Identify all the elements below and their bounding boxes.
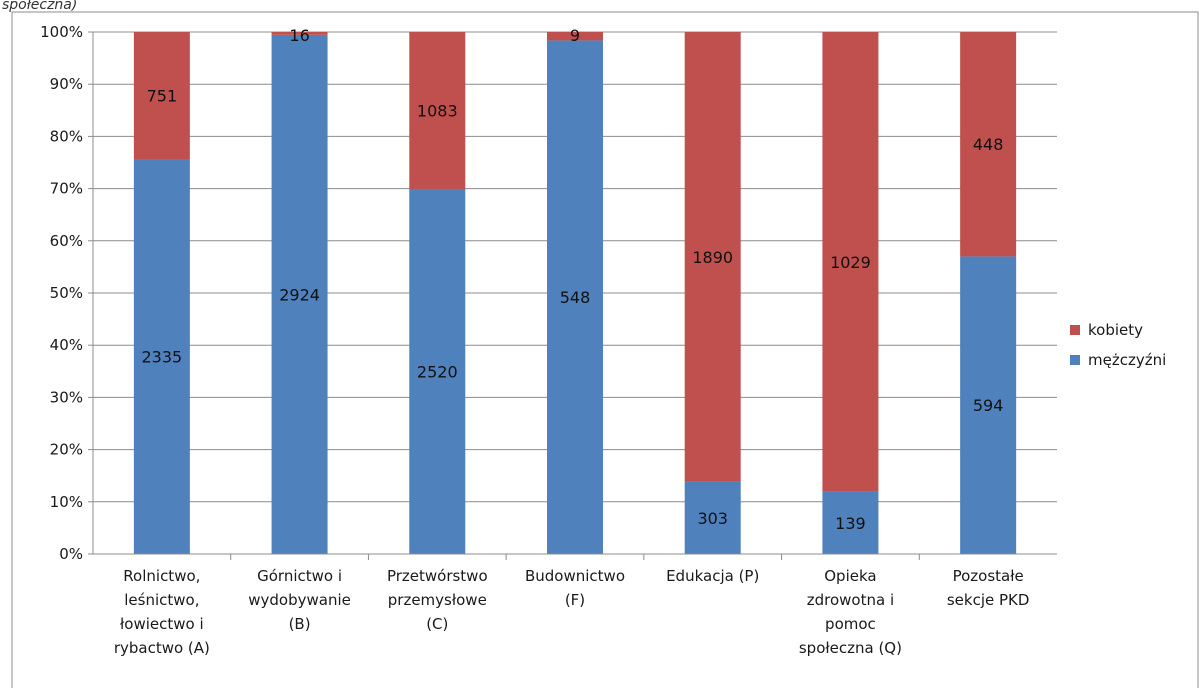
category-label: Górnictwo i wydobywanie (B)	[248, 567, 351, 633]
data-label-mezczyzni: 2335	[141, 348, 182, 367]
legend: kobiety mężczyźni	[1070, 321, 1166, 369]
data-label-mezczyzni: 139	[835, 514, 866, 533]
bar-kobiety	[960, 32, 1017, 257]
data-labels: 2335 751 2924 16 2520 1083 548 9 303 1890 139 1029 5…	[141, 26, 1003, 533]
bar-mezczyzni	[271, 34, 328, 554]
data-label-mezczyzni: 303	[697, 509, 728, 528]
data-label-kobiety: 16	[289, 26, 309, 45]
data-label-kobiety: 1083	[417, 101, 458, 120]
bar-kobiety	[133, 32, 190, 160]
data-label-mezczyzni: 2924	[279, 285, 320, 304]
bar-kobiety	[547, 32, 603, 41]
category-label: Budownictwo (F)	[525, 567, 625, 609]
data-label-kobiety: 1890	[692, 248, 733, 267]
legend-swatch	[1070, 355, 1080, 365]
category-label: Opieka zdrowotna i pomoc społeczna (Q)	[799, 567, 902, 657]
bar-mezczyzni	[133, 159, 190, 554]
bar-mezczyzni	[547, 40, 603, 555]
y-tick-label: 0%	[59, 545, 83, 563]
bar-kobiety	[684, 32, 741, 482]
bar-mezczyzni	[684, 481, 741, 554]
y-tick-label: 20%	[50, 441, 83, 459]
category-label: Pozostałe sekcje PKD	[947, 567, 1030, 609]
bar-kobiety	[409, 32, 466, 189]
data-label-mezczyzni: 2520	[417, 362, 458, 381]
y-tick-label: 70%	[50, 180, 83, 198]
bar-kobiety	[822, 32, 879, 492]
data-label-kobiety: 9	[570, 26, 580, 45]
category-label: Rolnictwo, leśnictwo, łowiectwo i rybactwo …	[114, 567, 210, 657]
y-tick-label: 50%	[50, 284, 83, 302]
chart-border	[11, 11, 1199, 688]
data-label-kobiety: 751	[147, 87, 178, 106]
y-tick-label: 100%	[40, 23, 83, 41]
data-label-kobiety: 1029	[830, 253, 871, 272]
y-tick-label: 60%	[50, 232, 83, 250]
data-label-mezczyzni: 594	[973, 396, 1004, 415]
category-label: Przetwórstwo przemysłowe (C)	[387, 567, 488, 633]
legend-swatch	[1070, 325, 1080, 335]
y-tick-label: 30%	[50, 388, 83, 406]
data-label-mezczyzni: 548	[560, 288, 591, 307]
bar-mezczyzni	[409, 188, 466, 555]
y-tick-label: 80%	[50, 127, 83, 145]
caption-fragment: społeczna)	[2, 0, 77, 13]
y-tick-label: 90%	[50, 75, 83, 93]
bar-mezczyzni	[960, 256, 1017, 554]
data-label-kobiety: 448	[973, 135, 1004, 154]
legend-label: kobiety	[1088, 321, 1143, 339]
y-tick-label: 10%	[50, 493, 83, 511]
bars	[133, 32, 1017, 555]
category-label: Edukacja (P)	[666, 567, 759, 585]
bar-mezczyzni	[822, 491, 879, 554]
axes: 0% 10% 20% 30% 40% 50% 60% 70% 80% 90% 100% Rolnict…	[40, 23, 1057, 657]
legend-label: mężczyźni	[1088, 351, 1166, 369]
bar-kobiety	[271, 32, 328, 35]
y-tick-label: 40%	[50, 336, 83, 354]
